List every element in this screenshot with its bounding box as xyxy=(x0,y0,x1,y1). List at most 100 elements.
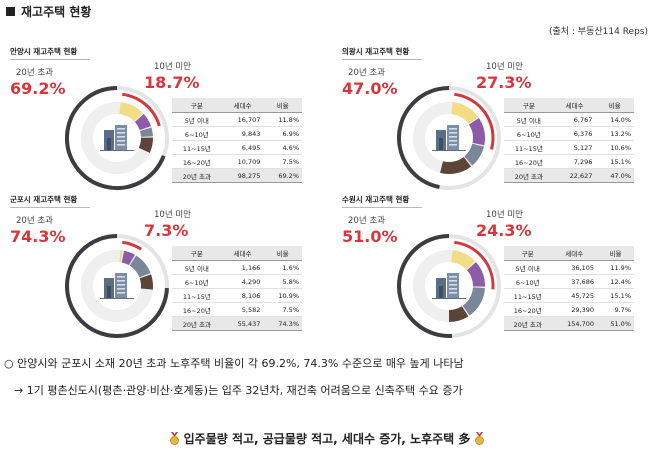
outer-ring-old-share xyxy=(397,234,453,338)
building-icon xyxy=(100,273,134,299)
count-cell: 6,376 xyxy=(553,126,596,141)
red-arc-new-share xyxy=(454,240,495,290)
pct-under-10-years: 27.3% xyxy=(476,73,532,92)
share-cell: 14.0% xyxy=(595,112,634,127)
pct-under-10-years: 7.3% xyxy=(144,221,189,240)
table-row: 11~15년 6,495 4.6% xyxy=(172,140,302,155)
count-cell: 36,105 xyxy=(551,260,598,275)
data-table: 구분 세대수 비율 5년 이내 36,105 11.9% 6~10년 37,686 12.4% 1… xyxy=(504,246,634,331)
count-cell: 154,700 xyxy=(551,316,598,331)
table-row: 5년 이내 1,166 1.6% xyxy=(172,260,302,275)
label-under-10-years: 10년 미만 xyxy=(486,210,523,220)
table-row: 6~10년 4,290 5.8% xyxy=(172,274,302,289)
category-cell: 11~15년 xyxy=(504,140,554,155)
count-cell: 5,582 xyxy=(221,302,264,317)
table-header-cell: 비율 xyxy=(263,98,302,113)
table-header-cell: 세대수 xyxy=(553,98,596,113)
red-arc-new-share xyxy=(454,92,495,150)
count-cell: 6,495 xyxy=(221,140,264,155)
category-cell: 20년 초과 xyxy=(172,168,222,183)
table-row: 6~10년 9,843 6.9% xyxy=(172,126,302,141)
category-cell: 5년 이내 xyxy=(504,260,552,275)
count-cell: 8,106 xyxy=(221,288,264,303)
table-row: 16~20년 5,582 7.5% xyxy=(172,302,302,317)
chart-title: 군포시 재고주택 현황 xyxy=(10,194,90,208)
category-cell: 11~15년 xyxy=(172,140,222,155)
chart-title: 의왕시 재고주택 현황 xyxy=(342,46,422,60)
building-icon xyxy=(432,125,466,151)
table-row: 5년 이내 6,767 14.0% xyxy=(504,112,634,127)
donut-slice xyxy=(139,274,153,290)
donut-slice xyxy=(119,102,143,122)
count-cell: 45,725 xyxy=(551,288,598,303)
category-cell: 6~10년 xyxy=(504,274,552,289)
donut-chart xyxy=(397,234,501,338)
donut-slice xyxy=(440,156,472,174)
share-cell: 11.9% xyxy=(597,260,634,275)
outer-ring-old-share xyxy=(65,86,166,190)
count-cell: 37,686 xyxy=(551,274,598,289)
share-cell: 47.0% xyxy=(595,168,634,183)
count-cell: 9,843 xyxy=(221,126,264,141)
category-cell: 5년 이내 xyxy=(172,260,222,275)
data-table: 구분 세대수 비율 5년 이내 6,767 14.0% 6~10년 6,376 13.2% 11~… xyxy=(504,98,634,183)
share-cell: 5.8% xyxy=(263,274,302,289)
table-row: 11~15년 5,127 10.6% xyxy=(504,140,634,155)
conclusion-text: 입주물량 적고, 공급물량 적고, 세대수 증가, 노후주택 多 xyxy=(183,432,471,446)
red-arc-new-share xyxy=(122,92,161,127)
building-icon xyxy=(432,273,466,299)
donut-slice xyxy=(466,262,485,287)
share-cell: 7.5% xyxy=(263,154,302,169)
share-cell: 4.6% xyxy=(263,140,302,155)
share-cell: 15.1% xyxy=(595,154,634,169)
donut-slice xyxy=(468,118,485,146)
donut-slice xyxy=(138,137,153,153)
category-cell: 6~10년 xyxy=(172,274,222,289)
share-cell: 12.4% xyxy=(597,274,634,289)
share-cell: 10.6% xyxy=(595,140,634,155)
donut-slice xyxy=(464,143,484,166)
chart-title: 안양시 재고주택 현황 xyxy=(10,46,90,60)
share-cell: 1.6% xyxy=(263,260,302,275)
pct-over-20-years: 69.2% xyxy=(10,79,66,98)
table-row: 5년 이내 16,707 11.8% xyxy=(172,112,302,127)
source-note: (출처 : 부동산114 Reps) xyxy=(548,27,648,37)
label-under-10-years: 10년 미만 xyxy=(486,62,523,72)
donut-chart xyxy=(65,86,169,190)
share-cell: 6.9% xyxy=(263,126,302,141)
category-cell: 11~15년 xyxy=(172,288,222,303)
table-row: 16~20년 10,709 7.5% xyxy=(172,154,302,169)
table-row: 20년 초과 154,700 51.0% xyxy=(504,316,634,331)
pct-under-10-years: 18.7% xyxy=(144,73,200,92)
table-row: 11~15년 45,725 15.1% xyxy=(504,288,634,303)
donut-slice xyxy=(450,250,476,270)
table-header-cell: 비율 xyxy=(263,246,302,261)
table-header-cell: 비율 xyxy=(595,98,634,113)
table-row: 20년 초과 22,627 47.0% xyxy=(504,168,634,183)
city-panel: 군포시 재고주택 현황 20년 초과 74.3% 10년 미만 7.3% 구분 세대수 비율 5… xyxy=(4,194,304,344)
category-cell: 20년 초과 xyxy=(172,316,222,331)
table-row: 16~20년 7,296 15.1% xyxy=(504,154,634,169)
donut-slice xyxy=(448,306,469,322)
share-cell: 13.2% xyxy=(595,126,634,141)
table-row: 6~10년 6,376 13.2% xyxy=(504,126,634,141)
table-row: 20년 초과 55,437 74.3% xyxy=(172,316,302,331)
table-row: 11~15년 8,106 10.9% xyxy=(172,288,302,303)
category-cell: 6~10년 xyxy=(504,126,554,141)
table-row: 20년 초과 98,275 69.2% xyxy=(172,168,302,183)
label-under-10-years: 10년 미만 xyxy=(154,210,191,220)
category-cell: 5년 이내 xyxy=(172,112,222,127)
count-cell: 98,275 xyxy=(221,168,264,183)
category-cell: 20년 초과 xyxy=(504,168,554,183)
category-cell: 16~20년 xyxy=(504,302,552,317)
donut-slice xyxy=(129,255,151,278)
table-row: 6~10년 37,686 12.4% xyxy=(504,274,634,289)
count-cell: 7,296 xyxy=(553,154,596,169)
city-panel: 안양시 재고주택 현황 20년 초과 69.2% 10년 미만 18.7% 구분 세대수 비율… xyxy=(4,46,304,196)
section-header: 재고주택 현황 xyxy=(6,3,91,20)
share-cell: 15.1% xyxy=(597,288,634,303)
table-header-cell: 구분 xyxy=(172,98,222,113)
label-over-20-years: 20년 초과 xyxy=(16,68,53,78)
count-cell: 10,709 xyxy=(221,154,264,169)
count-cell: 22,627 xyxy=(553,168,596,183)
